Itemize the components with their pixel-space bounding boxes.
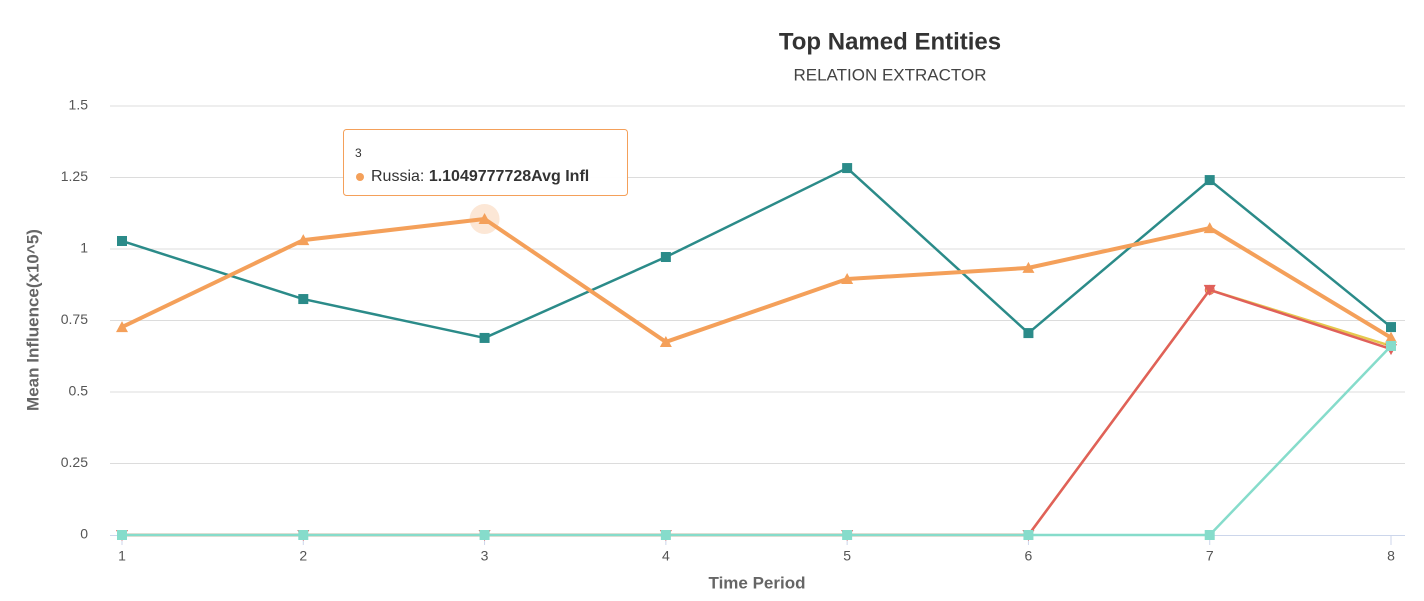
x-tick-label: 4 (662, 548, 670, 564)
chart-title: Top Named Entities (779, 28, 1001, 55)
point (1203, 284, 1216, 296)
y-tick-label: 1.25 (61, 168, 88, 184)
plot-area: 0 0.25 0.5 0.75 1 1.25 1.5 1 2 3 4 5 6 7 8 (61, 97, 1405, 564)
x-tick-label: 3 (481, 548, 489, 564)
x-tick-label: 7 (1206, 548, 1214, 564)
point (1023, 530, 1034, 540)
series-line (122, 288, 1392, 537)
x-axis-title: Time Period (709, 573, 806, 592)
tooltip-header: 3 (355, 146, 362, 160)
point (842, 530, 853, 540)
tooltip-box (343, 129, 628, 196)
x-tick-label: 2 (299, 548, 307, 564)
point (1204, 175, 1215, 186)
series-line (122, 288, 1392, 537)
chart-subtitle: RELATION EXTRACTOR (793, 65, 986, 84)
point (1385, 331, 1397, 343)
tooltip-label: Russia: (371, 168, 424, 185)
y-tick-label: 1.5 (69, 97, 89, 113)
y-tick-label: 0.75 (61, 311, 88, 327)
point (1203, 222, 1216, 234)
point (298, 294, 309, 305)
point (1204, 530, 1215, 540)
x-tick-label: 8 (1387, 548, 1395, 564)
y-tick-label: 0.25 (61, 454, 88, 470)
point (660, 252, 671, 263)
tooltip-dot (356, 173, 364, 181)
y-tick-label: 0 (80, 526, 88, 542)
y-tick-label: 0.5 (69, 383, 89, 399)
point (660, 530, 671, 540)
point (478, 212, 491, 224)
series-line (121, 216, 1393, 344)
point (117, 530, 127, 540)
x-tick-label: 1 (118, 548, 126, 564)
point (116, 321, 128, 333)
point (1386, 340, 1396, 351)
point (297, 234, 310, 246)
tooltip-text: Russia: 1.1049777728Avg Infl (371, 168, 589, 185)
point (1386, 322, 1396, 333)
point (842, 163, 853, 174)
tooltip-suffix: Avg Infl (531, 168, 589, 185)
tooltip: 3 Russia: 1.1049777728Avg Infl (343, 129, 628, 196)
series-line (122, 345, 1392, 537)
point (117, 235, 127, 246)
point (1022, 261, 1035, 273)
point (659, 335, 672, 347)
point (841, 273, 854, 285)
y-axis-title: Mean Influence(x10^5) (23, 229, 42, 411)
series-line (121, 166, 1392, 340)
point (479, 332, 490, 343)
point (479, 530, 490, 540)
y-tick-label: 1 (80, 240, 88, 256)
point (298, 530, 309, 540)
point (1023, 328, 1034, 339)
tooltip-value: 1.1049777728 (429, 168, 531, 185)
x-tick-label: 6 (1025, 548, 1033, 564)
x-tick-label: 5 (843, 548, 851, 564)
